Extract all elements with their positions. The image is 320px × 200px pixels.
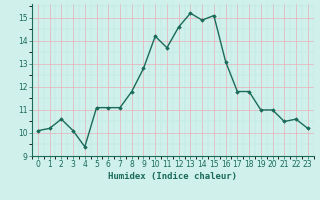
X-axis label: Humidex (Indice chaleur): Humidex (Indice chaleur) [108, 172, 237, 181]
